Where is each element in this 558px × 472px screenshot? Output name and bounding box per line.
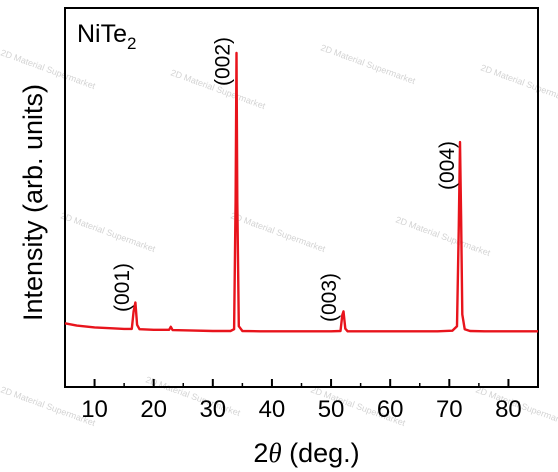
watermark-text: 2D Material Supermarket (59, 210, 157, 254)
sample-label-main: NiTe (77, 20, 127, 48)
x-tick-label: 80 (495, 396, 522, 423)
peak-label: (004) (436, 141, 459, 190)
watermark-text: 2D Material Supermarket (0, 47, 97, 91)
series-line-nite2 (64, 51, 538, 333)
x-tick-label: 10 (81, 396, 108, 423)
x-tick-label: 30 (199, 396, 226, 423)
watermark-layer: 2D Material Supermarket 2D Material Super… (0, 42, 558, 428)
watermark-text: 2D Material Supermarket (229, 210, 327, 254)
x-tick-label: 40 (259, 396, 286, 423)
x-tick-label: 70 (436, 396, 463, 423)
sample-label-subscript: 2 (127, 34, 136, 53)
x-axis-title-unit: (deg.) (282, 438, 360, 468)
x-axis-title: 2θ (deg.) (253, 438, 359, 468)
x-axis-title-symbol: θ (268, 438, 281, 468)
x-ticks: 10 20 30 40 50 60 70 80 (64, 379, 539, 423)
y-axis-title: Intensity (arb. units) (18, 84, 48, 321)
sample-label: NiTe2 (77, 20, 136, 53)
x-axis-title-prefix: 2 (253, 438, 268, 468)
watermark-text: 2D Material Supermarket (319, 42, 417, 86)
x-tick-label: 50 (318, 396, 345, 423)
peak-label: (003) (318, 273, 341, 322)
watermark-text: 2D Material Supermarket (479, 62, 558, 106)
peak-label: (001) (111, 263, 134, 312)
peak-label: (002) (211, 37, 234, 86)
watermark-text: 2D Material Supermarket (394, 214, 492, 258)
x-tick-label: 60 (377, 396, 404, 423)
peak-annotations: (001) (002) (003) (004) (111, 37, 459, 322)
x-tick-label: 20 (140, 396, 167, 423)
